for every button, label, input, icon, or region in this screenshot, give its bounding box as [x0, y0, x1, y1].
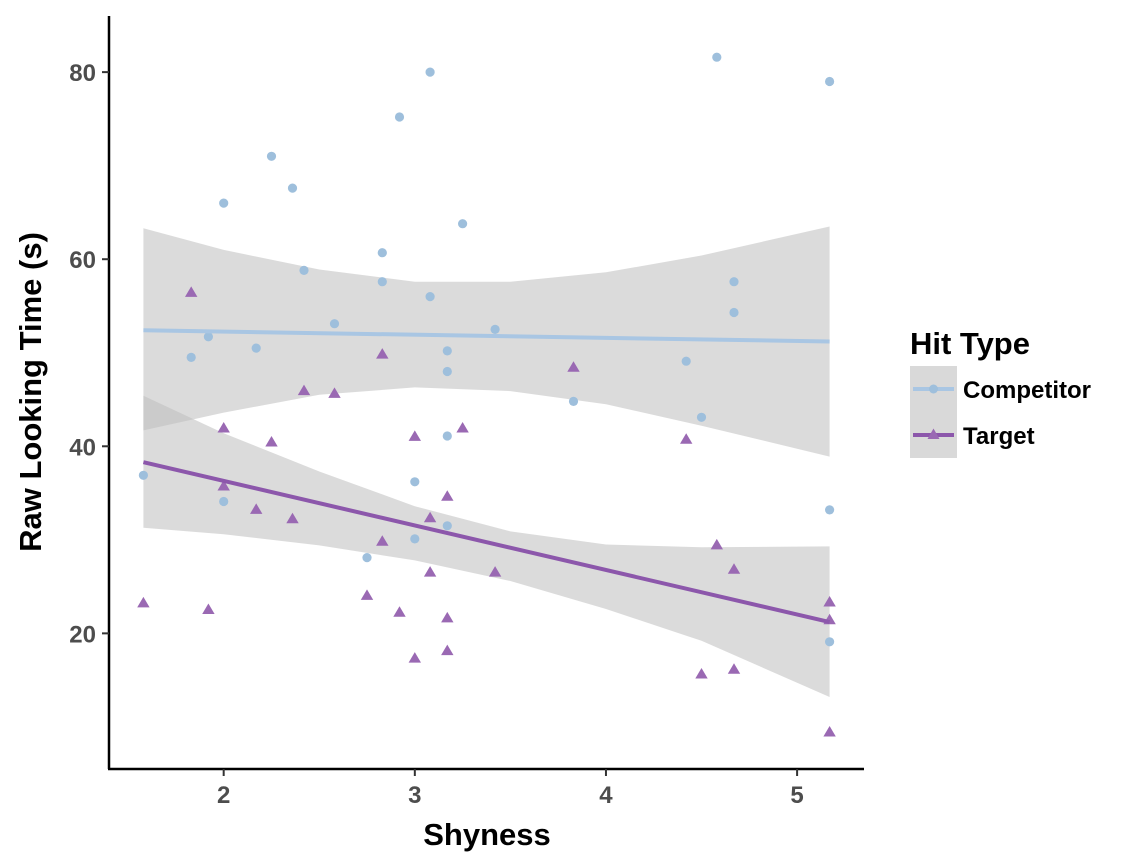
axis-ticks: 2 3 4 5 20 40 60 80 — [69, 60, 803, 809]
point-target-22 — [488, 566, 502, 577]
point-competitor-9 — [329, 319, 340, 329]
point-target-12 — [376, 535, 389, 546]
point-competitor-17 — [425, 292, 435, 302]
point-competitor-27 — [712, 52, 722, 62]
point-competitor-13 — [394, 112, 405, 122]
point-competitor-10 — [362, 553, 372, 563]
point-target-14 — [408, 430, 421, 441]
point-competitor-31 — [825, 505, 835, 515]
legend-key-marker-competitor — [929, 384, 938, 394]
point-competitor-7 — [287, 183, 298, 193]
point-competitor-0 — [138, 470, 148, 480]
point-target-18 — [441, 490, 454, 501]
point-target-7 — [286, 512, 299, 524]
point-competitor-2 — [203, 332, 213, 342]
point-target-8 — [297, 384, 311, 396]
x-tick-label-3: 3 — [408, 782, 421, 809]
y-tick-label-60: 60 — [69, 247, 96, 274]
point-target-3 — [217, 422, 230, 433]
point-competitor-30 — [825, 76, 835, 87]
confidence-bands — [143, 226, 830, 697]
point-target-26 — [710, 538, 723, 550]
point-target-9 — [328, 387, 341, 398]
point-target-11 — [376, 348, 389, 359]
point-competitor-24 — [568, 396, 579, 406]
point-target-15 — [408, 652, 421, 663]
point-competitor-11 — [377, 248, 387, 258]
confidence-band-target — [143, 395, 830, 697]
point-competitor-14 — [410, 477, 420, 487]
x-tick-label-4: 4 — [599, 782, 613, 809]
point-target-4 — [217, 480, 230, 491]
point-target-16 — [423, 511, 437, 523]
point-competitor-28 — [729, 277, 739, 287]
x-tick-label-5: 5 — [790, 782, 803, 809]
point-target-0 — [137, 596, 150, 608]
y-tick-label-80: 80 — [69, 60, 96, 87]
point-competitor-29 — [729, 307, 739, 318]
legend-label-competitor: Competitor — [963, 377, 1091, 404]
fit-line-competitor — [143, 328, 830, 344]
point-target-5 — [250, 503, 263, 514]
point-target-2 — [202, 603, 215, 614]
point-competitor-4 — [219, 496, 229, 507]
axes — [107, 16, 864, 771]
point-competitor-6 — [266, 151, 277, 161]
point-competitor-15 — [410, 534, 420, 544]
point-competitor-19 — [442, 366, 452, 377]
point-competitor-16 — [425, 67, 435, 77]
fit-line-target — [142, 460, 831, 625]
point-competitor-20 — [442, 431, 452, 441]
point-competitor-12 — [377, 277, 387, 287]
point-target-23 — [567, 361, 580, 372]
point-target-19 — [441, 611, 454, 623]
point-target-27 — [727, 563, 741, 574]
point-target-13 — [393, 606, 406, 617]
point-competitor-22 — [458, 219, 468, 229]
point-target-20 — [441, 644, 454, 656]
point-target-21 — [456, 422, 469, 433]
y-tick-label-40: 40 — [69, 434, 96, 461]
y-axis-title: Raw Looking Time (s) — [13, 232, 48, 552]
point-target-31 — [823, 726, 836, 737]
point-competitor-21 — [442, 521, 452, 531]
point-competitor-18 — [442, 346, 452, 356]
point-competitor-8 — [299, 265, 309, 275]
legend: Hit Type Competitor Target — [910, 326, 1091, 458]
legend-label-target: Target — [963, 423, 1035, 450]
legend-key-marker-target — [927, 428, 940, 439]
point-target-25 — [695, 668, 708, 679]
point-target-6 — [265, 436, 278, 447]
point-target-28 — [727, 663, 741, 674]
point-target-1 — [185, 286, 198, 297]
x-tick-label-2: 2 — [217, 782, 230, 809]
point-competitor-3 — [219, 198, 229, 208]
data-points — [137, 52, 836, 737]
fit-lines — [142, 328, 831, 625]
point-competitor-26 — [696, 412, 707, 422]
point-competitor-23 — [490, 324, 500, 334]
point-competitor-5 — [251, 343, 261, 353]
point-target-17 — [423, 566, 437, 577]
confidence-band-competitor — [143, 226, 830, 457]
point-target-10 — [360, 589, 374, 600]
point-competitor-32 — [825, 637, 835, 647]
point-target-29 — [823, 596, 836, 607]
legend-title: Hit Type — [910, 326, 1030, 361]
y-tick-label-20: 20 — [69, 621, 96, 648]
point-competitor-25 — [681, 356, 691, 366]
point-target-24 — [680, 433, 693, 444]
point-competitor-1 — [186, 352, 196, 362]
x-axis-title: Shyness — [423, 817, 551, 852]
